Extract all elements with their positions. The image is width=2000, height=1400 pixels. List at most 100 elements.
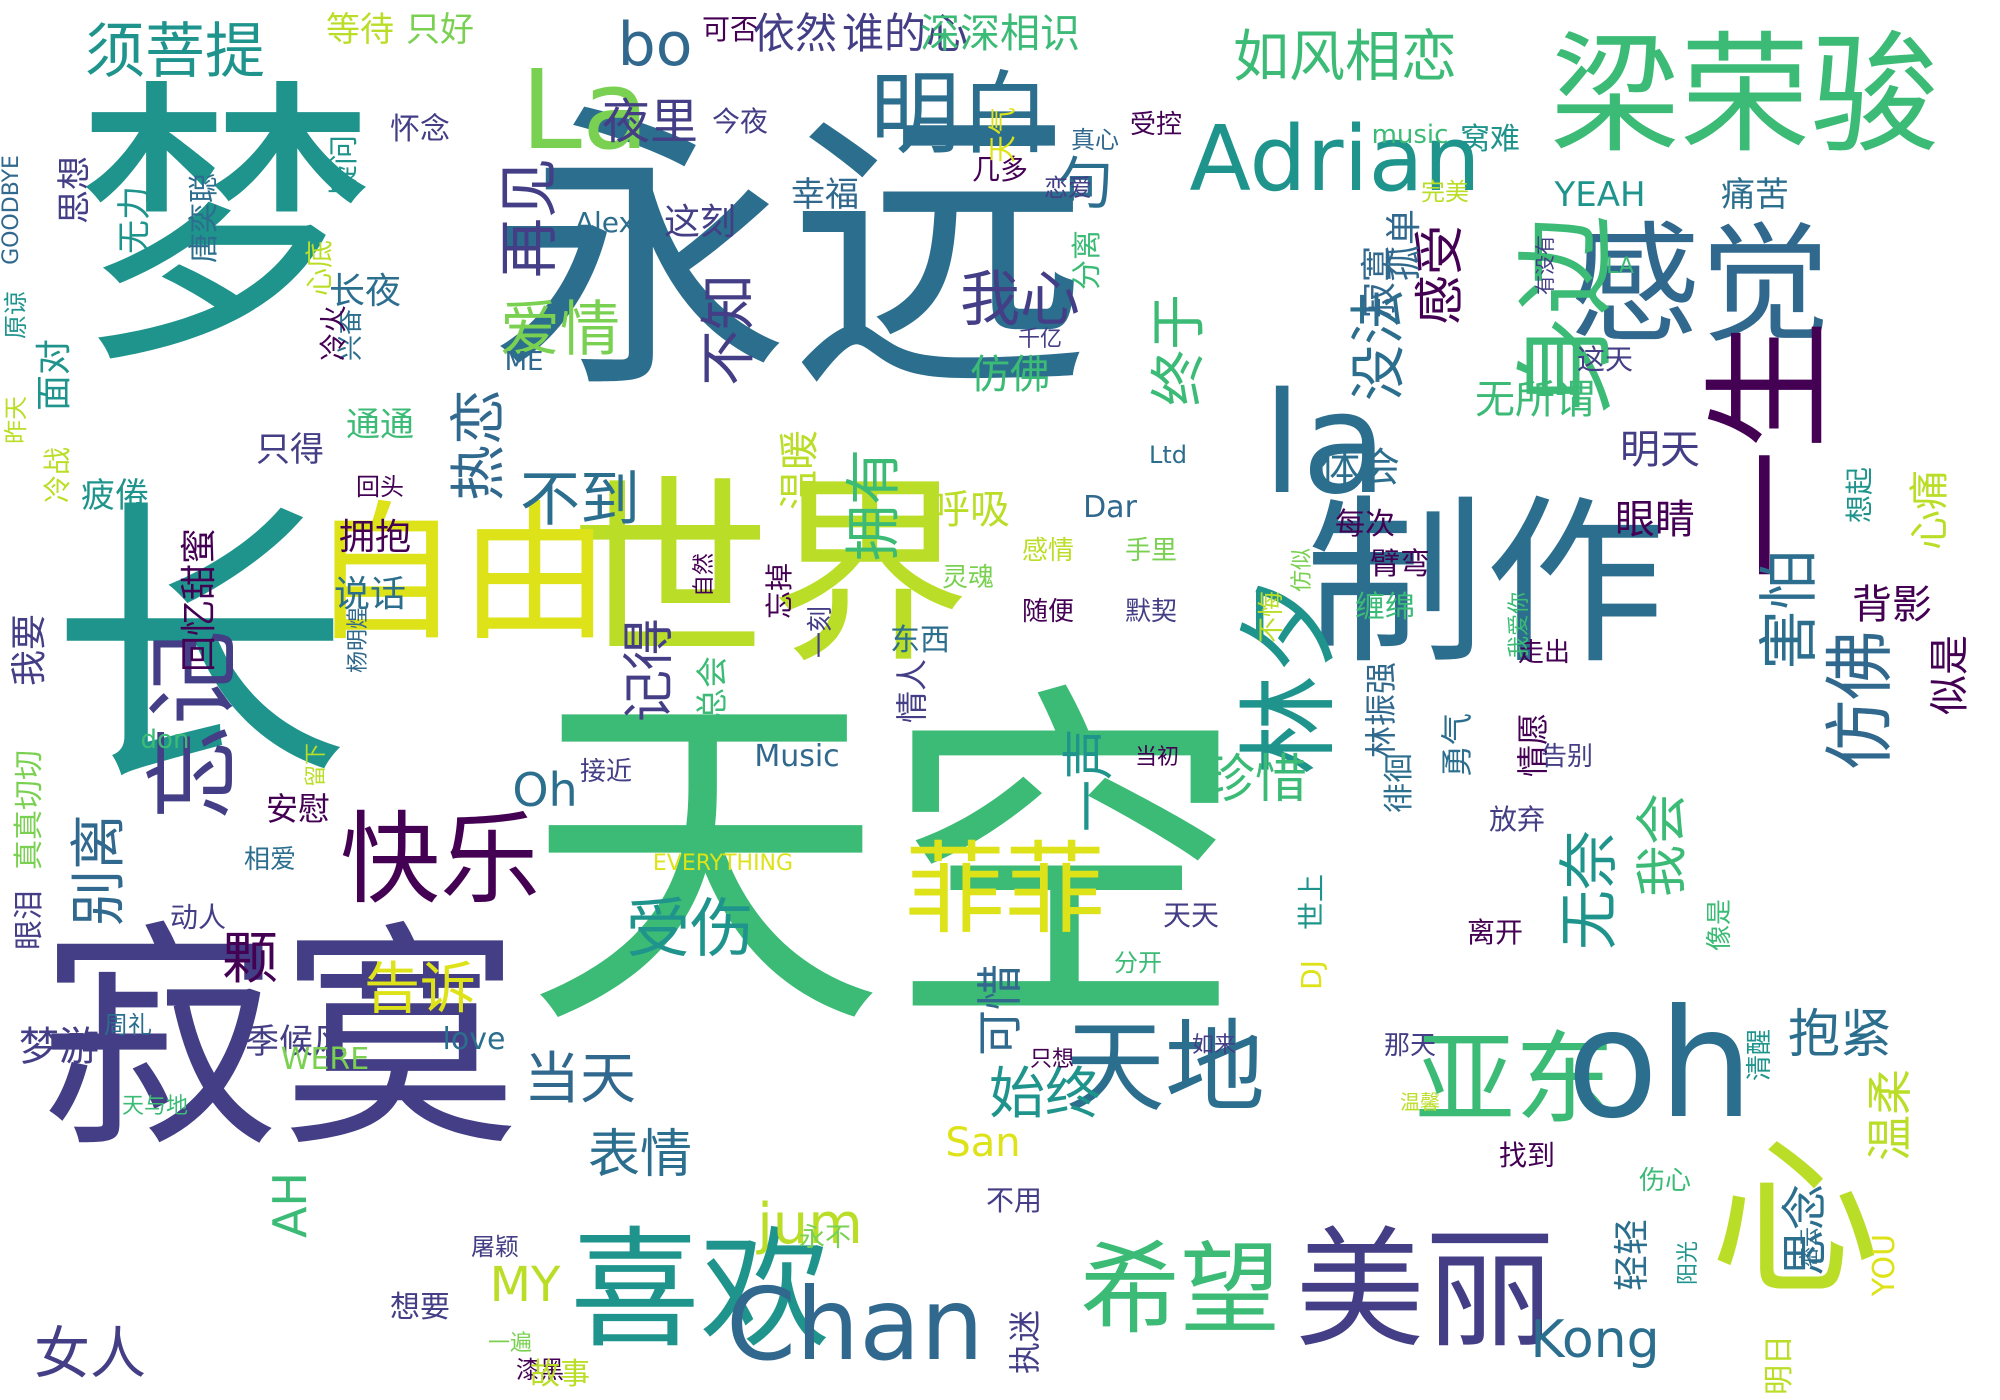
cloud-word-word-194: 想要 (390, 1290, 450, 1325)
cloud-word-word-122: 心底 (303, 239, 336, 297)
cloud-word-word-155: 安慰 (265, 790, 331, 828)
cloud-word-word-188: 阳光 (1676, 1240, 1701, 1286)
cloud-word-word-96: 我要 (9, 613, 50, 687)
cloud-word-word-39: 我心 (960, 265, 1080, 335)
cloud-word-word-132: 缠绵 (1355, 590, 1415, 625)
cloud-word-word-114: 受控 (1129, 110, 1183, 140)
cloud-word-word-140: 东西 (890, 623, 950, 658)
cloud-word-word-27: 明白 (870, 62, 1050, 167)
cloud-word-word-87: 明天 (1620, 427, 1700, 473)
cloud-word-word-75: 幸福 (791, 175, 859, 215)
cloud-word-word-164: 世上 (1295, 873, 1328, 931)
cloud-word-word-47: 拥有 (842, 449, 907, 561)
cloud-word-word-119: 分离 (1070, 230, 1105, 290)
cloud-word-word-120: 千亿 (1017, 327, 1063, 352)
cloud-word-word-100: 通通 (346, 405, 414, 445)
cloud-word-word-67: 女人 (34, 1322, 146, 1387)
cloud-word-word-71: AH (263, 1171, 317, 1239)
cloud-word-word-174: 季候风 (245, 1022, 347, 1062)
cloud-word-word-28: 如风相恋 (1233, 25, 1457, 90)
cloud-word-word-72: Oh (512, 763, 578, 817)
cloud-word-word-154: 当初 (1134, 745, 1180, 770)
cloud-word-word-40: 爱情 (500, 295, 620, 365)
cloud-word-word-6: 制作 (1304, 480, 1666, 689)
cloud-word-word-134: 忘掉 (763, 562, 796, 620)
cloud-word-word-22: 心 (1709, 1121, 1881, 1319)
cloud-word-word-117: LA (1606, 254, 1634, 279)
cloud-word-word-51: 珍惜 (1202, 750, 1308, 810)
cloud-word-word-76: YEAH (1554, 175, 1646, 215)
cloud-word-word-80: 寂寞 (1359, 245, 1400, 319)
cloud-word-word-145: 我爱你 (1507, 591, 1532, 659)
cloud-word-word-63: 表情 (587, 1125, 693, 1185)
cloud-word-word-144: 走出 (1517, 638, 1571, 668)
cloud-word-word-73: Alex (574, 206, 636, 239)
cloud-word-word-8: 感觉 (1569, 209, 1831, 361)
cloud-word-yongyuan: 永远 (490, 80, 1090, 429)
cloud-word-word-83: 心痛 (1907, 470, 1953, 550)
cloud-word-word-163: EVERYTHING (652, 851, 794, 876)
cloud-word-word-181: 温馨 (1400, 1090, 1440, 1114)
cloud-word-word-187: 伤心 (1638, 1166, 1692, 1196)
cloud-word-word-141: 一刻 (806, 605, 836, 659)
cloud-word-word-112: 今夜 (711, 105, 769, 138)
cloud-word-word-84: 背影 (1852, 582, 1932, 628)
cloud-word-word-162: 相爱 (243, 845, 297, 875)
cloud-word-word-16: 快乐 (340, 801, 540, 918)
cloud-word-word-64: 抱紧 (1787, 1005, 1893, 1065)
cloud-word-word-138: 默契 (1124, 597, 1178, 627)
cloud-word-word-91: 呼吸 (930, 487, 1010, 533)
cloud-word-word-160: 徘徊 (1382, 753, 1417, 813)
cloud-word-word-37: 可否 (701, 13, 759, 46)
cloud-word-word-125: 昨天 (2, 396, 30, 444)
cloud-word-word-106: 无力 (115, 186, 155, 254)
cloud-word-word-139: 灵魂 (941, 563, 995, 593)
cloud-word-word-17: 菲菲 (905, 831, 1105, 948)
cloud-word-word-116: 窝难 (1460, 122, 1520, 157)
cloud-word-word-115: 恋爱 (1044, 174, 1092, 202)
cloud-word-word-166: 天天 (1162, 899, 1220, 932)
cloud-word-word-190: 屠颖 (471, 1233, 519, 1261)
cloud-word-word-50: 记得 (620, 617, 680, 723)
cloud-word-word-127: ME (504, 347, 544, 377)
cloud-word-word-18: Adrian (1189, 107, 1481, 212)
cloud-word-word-197: 故事 (530, 1357, 590, 1392)
cloud-word-word-10: 喜欢 (569, 1214, 831, 1366)
cloud-word-word-107: 思想 (55, 156, 95, 224)
cloud-word-word-158: Music (754, 739, 840, 774)
cloud-word-word-167: 离开 (1466, 916, 1524, 949)
cloud-word-word-172: 周礼 (104, 1011, 152, 1039)
cloud-word-word-41: 不知 (697, 274, 762, 386)
cloud-word-word-178: 那天 (1383, 1031, 1437, 1061)
cloud-word-word-146: 总会 (693, 655, 731, 721)
cloud-word-word-169: 眼泪 (12, 890, 47, 950)
cloud-word-word-97: 疲倦 (81, 476, 149, 516)
cloud-word-word-171: 分开 (1114, 949, 1162, 977)
cloud-word-jimo: 寂寞 (39, 900, 521, 1180)
cloud-word-word-23: 一生 (1694, 319, 1846, 581)
cloud-word-word-59: 颗 (222, 927, 278, 992)
cloud-word-word-36: 只好 (406, 10, 474, 50)
cloud-word-word-30: bo (617, 10, 693, 80)
cloud-word-word-147: 情人 (893, 658, 931, 724)
cloud-word-word-89: 这天 (1576, 343, 1634, 376)
cloud-word-word-25: 林夕 (1231, 575, 1348, 775)
cloud-word-word-105: 唐奕聪 (187, 173, 222, 263)
cloud-word-word-113: music (1371, 120, 1449, 150)
cloud-word-word-35: 等待 (326, 10, 394, 50)
cloud-word-word-33: 谁的心 (841, 9, 969, 58)
cloud-word-word-55: 我会 (1633, 792, 1693, 898)
cloud-word-word-180: 只想 (1029, 1047, 1075, 1072)
cloud-word-word-131: 臂弯 (1370, 547, 1430, 582)
cloud-word-word-151: 告别 (1540, 742, 1594, 772)
cloud-word-word-82: 眼睛 (1615, 497, 1695, 543)
cloud-word-word-124: 原谅 (2, 291, 30, 339)
cloud-word-word-123: 冷火 (317, 304, 350, 362)
cloud-word-word-136: 手里 (1124, 536, 1178, 566)
cloud-word-word-95: 说话 (333, 574, 407, 615)
cloud-word-word-182: 天与地 (121, 1094, 189, 1119)
cloud-word-word-98: 冷战 (41, 446, 74, 504)
cloud-word-word-165: DJ (1295, 960, 1328, 990)
cloud-word-word-152: 留下 (304, 742, 329, 788)
